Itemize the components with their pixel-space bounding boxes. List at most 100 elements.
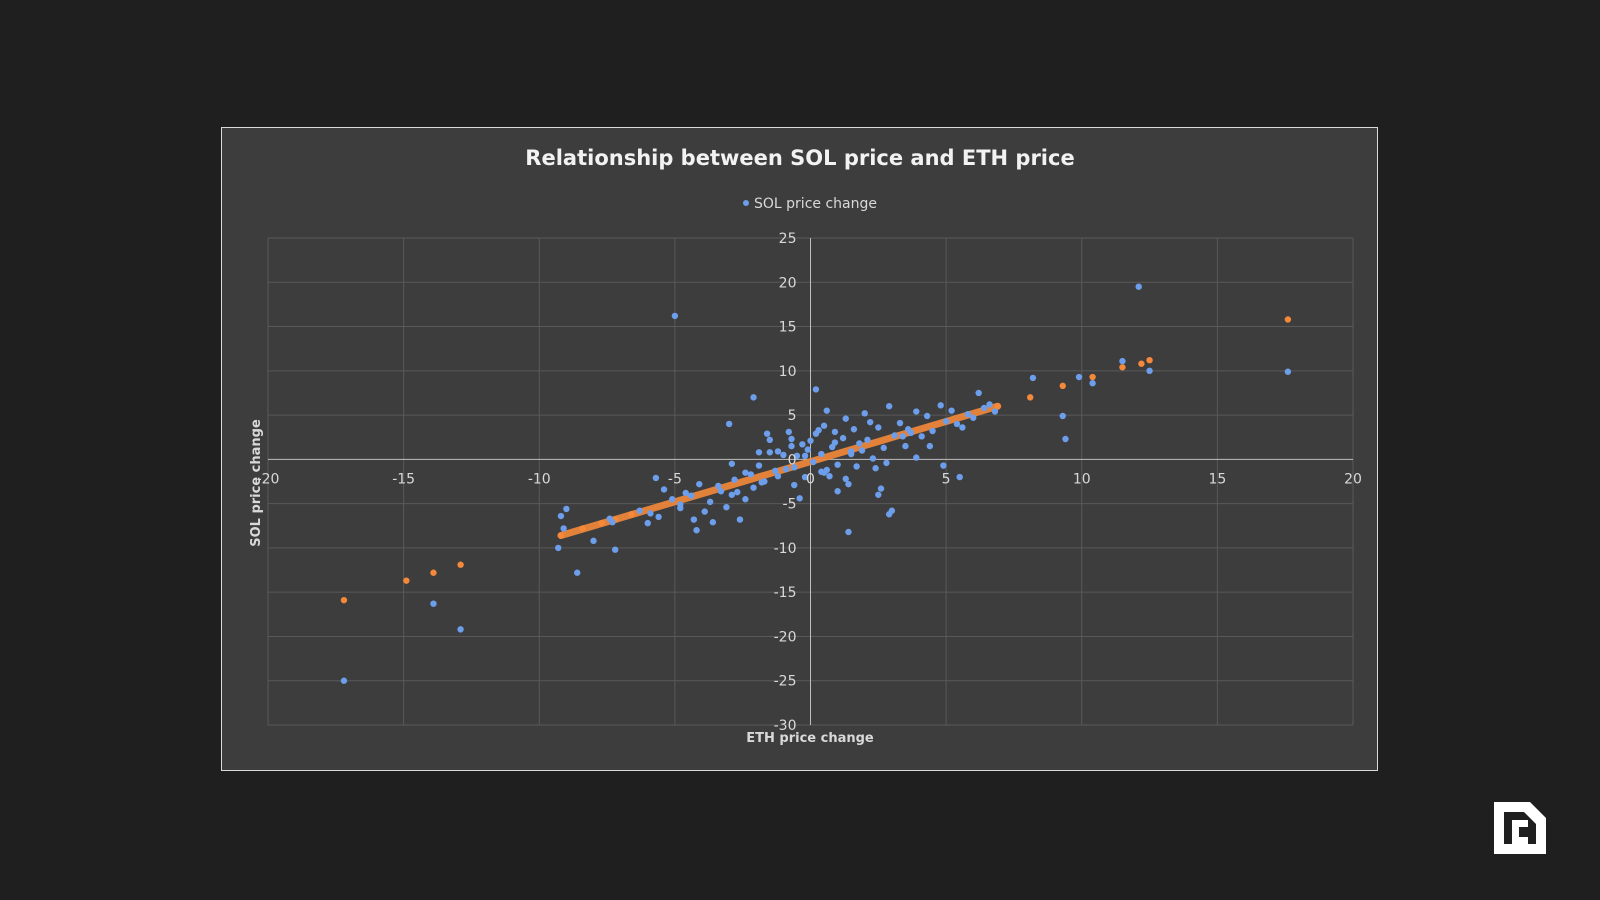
scatter-point <box>644 519 651 527</box>
scatter-point <box>725 420 733 428</box>
scatter-point <box>788 435 795 443</box>
trendline-point <box>1138 360 1145 367</box>
scatter-point <box>652 474 660 482</box>
y-tick-label: 5 <box>788 408 797 424</box>
scatter-point <box>655 513 662 521</box>
scatter-point <box>891 432 898 439</box>
scatter-point <box>682 489 689 497</box>
scatter-point <box>340 677 348 684</box>
trendline-point <box>1089 373 1096 381</box>
scatter-point <box>660 486 668 493</box>
scatter-point <box>923 412 931 420</box>
scatter-point <box>750 394 757 401</box>
scatter-point <box>731 476 738 483</box>
legend-marker <box>743 200 749 206</box>
scatter-point <box>975 389 982 397</box>
trendline-point <box>579 525 586 532</box>
scatter-point <box>693 527 700 534</box>
scatter-point <box>875 491 882 498</box>
trendline-point <box>598 519 605 527</box>
x-tick-label: 5 <box>942 471 951 487</box>
y-tick-label: -20 <box>774 629 797 645</box>
scatter-point <box>728 491 736 498</box>
trendline-layer <box>340 316 1292 604</box>
scatter-point <box>810 458 817 466</box>
legend: SOL price change <box>743 196 877 212</box>
scatter-point <box>864 436 871 444</box>
scatter-point <box>834 461 841 468</box>
scatter-point <box>609 519 616 526</box>
scatter-point <box>807 437 814 444</box>
trendline-point <box>628 511 635 518</box>
scatter-point <box>899 433 906 440</box>
scatter-point <box>877 485 885 492</box>
y-tick-label: 15 <box>779 320 797 336</box>
scatter-point <box>690 516 698 523</box>
scatter-point <box>853 463 860 470</box>
scatter-point <box>834 488 841 495</box>
scatter-point <box>1284 368 1292 375</box>
scatter-point <box>560 525 567 532</box>
x-tick-label: 10 <box>1073 471 1091 487</box>
scatter-point <box>636 507 643 514</box>
scatter-point <box>970 414 977 421</box>
trendline-point <box>1284 316 1292 323</box>
scatter-point <box>557 512 565 520</box>
scatter-point <box>831 428 839 436</box>
scatter-point <box>942 418 950 425</box>
trendline-point <box>1119 364 1126 371</box>
scatter-point <box>885 403 893 410</box>
scatter-point <box>940 462 947 469</box>
scatter-point <box>785 428 792 436</box>
scatter-point <box>820 469 828 476</box>
scatter-point <box>959 424 966 431</box>
scatter-point <box>668 496 676 503</box>
scatter-point <box>717 488 725 495</box>
scatter-point <box>856 440 863 447</box>
scatter-point <box>818 450 825 458</box>
trendline-point <box>994 403 1001 410</box>
scatter-point <box>758 479 765 486</box>
scatter-point <box>430 600 437 607</box>
x-tick-label: -20 <box>257 471 280 487</box>
scatter-point <box>791 464 798 471</box>
scatter-point <box>774 472 782 480</box>
brand-logo-icon <box>1494 802 1546 854</box>
scatter-point <box>991 408 999 415</box>
scatter-point <box>723 503 730 511</box>
scatter-point <box>742 496 749 503</box>
scatter-point <box>1059 412 1066 420</box>
scatter-point <box>937 402 944 409</box>
scatter-point <box>766 436 774 444</box>
scatter-point <box>883 459 890 467</box>
legend-entry-sol: SOL price change <box>754 196 877 212</box>
scatter-point <box>799 441 806 448</box>
scatter-chart: -20 -15 -10 -5 0 5 10 15 20 -30 -25 -20 -15 -10 -5 0 5 10… <box>249 146 1362 746</box>
x-axis-title: ETH price change <box>746 731 874 746</box>
scatter-point <box>839 434 847 442</box>
scatter-point <box>845 528 852 536</box>
scatter-point <box>902 442 909 450</box>
y-tick-label: 0 <box>788 452 797 468</box>
scatter-point <box>788 442 795 450</box>
chart-frame: -20 -15 -10 -5 0 5 10 15 20 -30 -25 -20 -15 -10 -5 0 5 10… <box>221 127 1378 771</box>
scatter-point <box>845 480 852 488</box>
trendline-segment <box>557 402 1002 540</box>
scatter-point <box>677 501 684 508</box>
trendline-point <box>1027 394 1034 401</box>
scatter-point <box>866 418 874 426</box>
trendline-point <box>457 561 464 568</box>
chart-title: Relationship between SOL price and ETH p… <box>525 146 1074 170</box>
scatter-point <box>850 426 858 433</box>
trendline-point <box>1146 356 1153 364</box>
scatter-point <box>555 544 562 552</box>
scatter-point <box>869 455 877 462</box>
x-tick-label: 20 <box>1344 471 1362 487</box>
scatter-point <box>842 415 849 422</box>
scatter-point <box>796 495 803 502</box>
scatter-point <box>820 422 828 429</box>
scatter-point <box>918 433 925 440</box>
scatter-point <box>948 407 955 414</box>
scatter-point <box>774 448 782 455</box>
scatter-point <box>696 480 703 488</box>
